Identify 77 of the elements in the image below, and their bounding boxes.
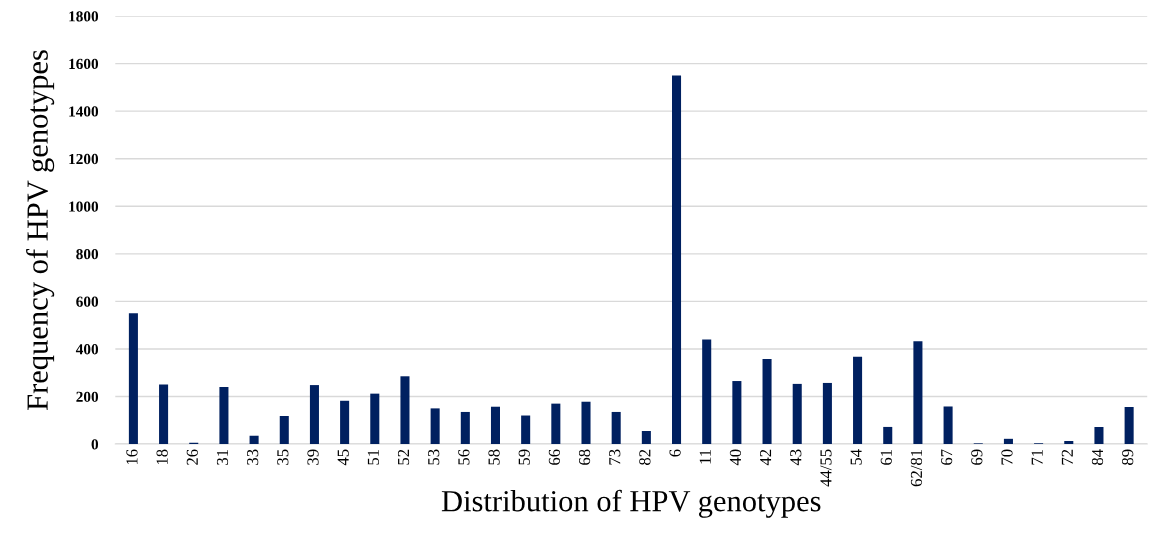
x-tick-label: 45 xyxy=(337,449,349,466)
bar xyxy=(853,356,863,445)
bar xyxy=(883,426,893,445)
bar xyxy=(1124,406,1134,445)
x-tick-label: 61 xyxy=(880,449,892,465)
y-tick-label: 200 xyxy=(76,391,99,402)
y-tick-label: 1600 xyxy=(69,58,99,70)
x-tick-label: 70 xyxy=(1001,449,1013,465)
x-tick-label: 35 xyxy=(277,449,289,465)
x-tick-label: 66 xyxy=(548,449,561,465)
x-tick-label: 71 xyxy=(1031,449,1043,465)
bar xyxy=(672,75,682,445)
bar xyxy=(219,386,229,445)
bar xyxy=(732,381,742,445)
bar xyxy=(1003,438,1013,445)
bar xyxy=(340,400,350,445)
x-tick-label: 58 xyxy=(488,449,500,465)
y-tick-label: 0 xyxy=(91,439,99,450)
x-tick-label: 54 xyxy=(850,449,862,465)
x-tick-label: 73 xyxy=(609,449,621,465)
bar xyxy=(490,406,501,445)
x-tick-label: 18 xyxy=(156,449,168,465)
bar xyxy=(822,382,832,445)
bar xyxy=(521,415,531,445)
y-tick-label: 600 xyxy=(76,296,99,307)
bar xyxy=(943,406,953,445)
y-axis-title: Frequency of HPV genotypes xyxy=(26,50,55,411)
x-tick-label: 33 xyxy=(247,449,259,465)
bar xyxy=(159,384,169,445)
bar xyxy=(762,358,772,445)
bar xyxy=(460,411,470,445)
x-tick-label: 40 xyxy=(729,449,742,466)
x-tick-label: 69 xyxy=(971,449,983,465)
x-tick-label: 44/55 xyxy=(820,449,832,487)
bar xyxy=(279,415,289,445)
bar xyxy=(128,313,138,445)
x-tick-label: 59 xyxy=(518,449,530,465)
bar xyxy=(249,435,259,445)
bar xyxy=(1094,426,1104,445)
y-tick-label: 800 xyxy=(76,248,99,260)
x-tick-label: 89 xyxy=(1122,449,1134,465)
x-tick-label: 52 xyxy=(397,449,410,465)
x-tick-label: 67 xyxy=(941,449,953,465)
bar xyxy=(611,411,621,445)
x-tick-label: 6 xyxy=(669,449,681,457)
x-tick-label: 51 xyxy=(367,449,379,465)
y-tick-label: 400 xyxy=(75,344,99,355)
y-tick-label: 1000 xyxy=(69,201,99,212)
x-tick-label: 39 xyxy=(307,449,319,465)
bar xyxy=(792,383,802,445)
bar xyxy=(551,403,561,445)
x-tick-label: 16 xyxy=(126,449,138,465)
x-tick-label: 82 xyxy=(639,449,651,465)
bar xyxy=(400,376,410,445)
bar xyxy=(641,430,651,445)
x-tick-label: 56 xyxy=(458,449,470,465)
x-tick-label: 11 xyxy=(699,449,711,464)
y-tick-label: 1800 xyxy=(69,11,99,22)
bar xyxy=(430,408,440,445)
x-axis-title: Distribution of HPV genotypes xyxy=(441,489,821,518)
x-tick-label: 84 xyxy=(1091,449,1104,465)
x-tick-label: 62/81 xyxy=(910,449,923,487)
x-tick-label: 72 xyxy=(1061,449,1073,465)
x-tick-label: 68 xyxy=(578,449,591,465)
x-tick-label: 53 xyxy=(428,449,440,465)
x-tick-label: 26 xyxy=(186,449,198,465)
bar xyxy=(913,341,923,445)
x-tick-label: 42 xyxy=(760,449,772,466)
bar xyxy=(1064,440,1074,445)
x-tick-label: 31 xyxy=(216,449,229,465)
bar xyxy=(370,393,380,445)
bar xyxy=(581,401,591,445)
y-tick-label: 1400 xyxy=(69,106,99,117)
x-tick-label: 43 xyxy=(790,449,802,466)
bar xyxy=(702,339,712,445)
bar xyxy=(309,385,319,445)
y-tick-label: 1200 xyxy=(69,153,99,165)
